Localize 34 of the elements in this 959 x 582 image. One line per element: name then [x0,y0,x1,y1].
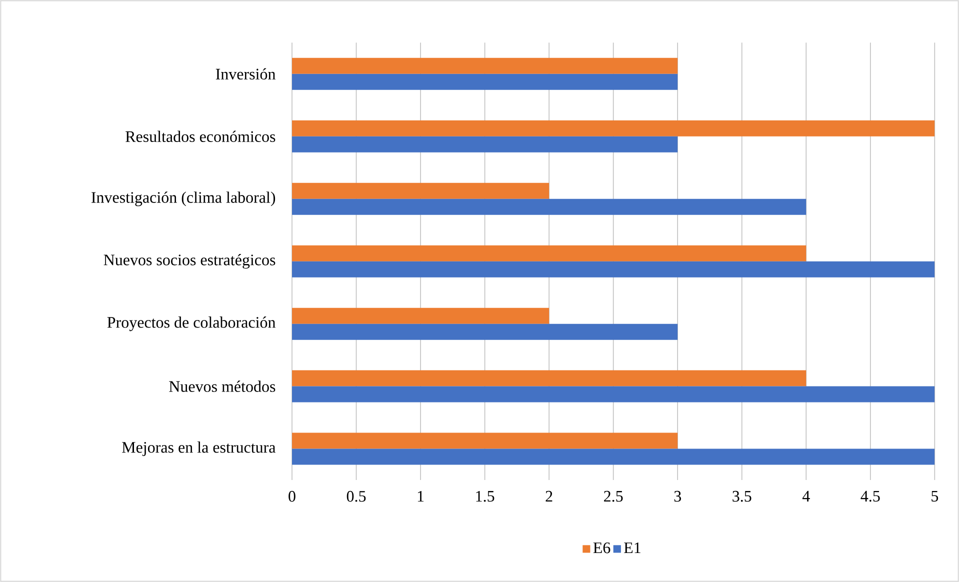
y-tick-label: Proyectos de colaboración [107,316,276,332]
bar [292,74,678,90]
x-tick-label: 3.5 [732,490,752,502]
y-tick-label: Nuevos socios estratégicos [104,254,276,269]
x-tick-label: 0.5 [346,490,366,502]
x-tick-label: 1 [418,490,424,502]
bar [292,245,806,262]
bar [292,432,678,449]
x-tick-label: 4.5 [860,490,880,502]
x-tick-label: 2.5 [604,490,623,502]
x-tick-label: 5 [932,490,938,502]
bar [292,324,678,340]
bar [292,120,935,136]
bar [292,261,935,278]
bar [292,448,935,465]
legend-label: E1 [624,542,640,554]
y-tick-label: Investigación (clima laboral) [92,192,276,206]
x-tick-label: 2 [546,490,552,502]
bar [292,370,806,386]
bar [292,58,678,74]
bar [292,198,806,215]
bar [292,386,935,402]
bar [292,308,550,324]
legend-label: E6 [593,542,610,554]
x-tick-label: 1.5 [476,490,494,502]
y-tick-label: Resultados económicos [126,130,276,142]
x-tick-label: 4 [802,490,810,502]
x-tick-label: 0 [288,490,296,502]
y-tick-label: Inversión [216,68,276,80]
y-tick-label: Nuevos métodos [169,380,276,392]
bar [292,136,678,152]
bar [292,182,550,199]
y-tick-label: Mejoras en la estructura [122,442,276,456]
x-tick-label: 3 [674,490,681,502]
